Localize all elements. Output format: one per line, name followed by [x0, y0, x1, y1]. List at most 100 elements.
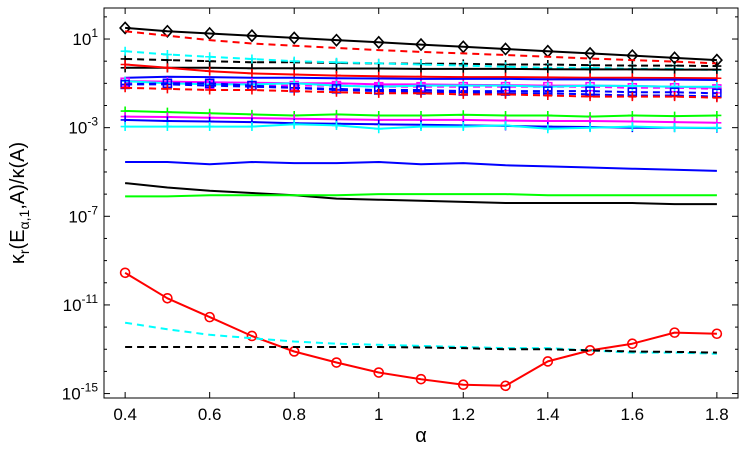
data-point	[542, 356, 554, 367]
data-point	[585, 73, 595, 83]
data-point	[670, 73, 680, 83]
data-point	[331, 357, 342, 368]
y-axis-label: κr(Eα,1,A)/κ(A)	[7, 142, 32, 264]
data-point	[245, 29, 259, 43]
data-point	[585, 92, 595, 102]
data-point	[162, 63, 172, 73]
data-point	[627, 92, 637, 102]
data-point	[205, 52, 215, 62]
data-point	[416, 122, 426, 132]
data-point	[247, 122, 257, 132]
data-point	[458, 64, 468, 74]
series-6	[120, 60, 722, 83]
data-point	[205, 66, 215, 76]
y-tick-label: 10-3	[68, 115, 98, 138]
series-line	[125, 193, 717, 198]
data-point	[331, 120, 341, 130]
data-point	[415, 373, 427, 385]
data-point	[205, 122, 215, 132]
series-line	[125, 161, 717, 172]
x-axis-label: α	[415, 425, 427, 447]
data-point	[457, 379, 469, 391]
data-point	[416, 88, 426, 98]
series-7	[125, 75, 717, 81]
data-point	[119, 267, 131, 279]
data-point	[543, 124, 553, 134]
data-point	[670, 123, 680, 133]
data-point	[161, 24, 174, 38]
data-point	[627, 64, 637, 74]
data-point	[120, 60, 130, 70]
data-point	[162, 292, 173, 304]
data-point	[669, 327, 680, 338]
y-label-kappa: κ	[7, 253, 29, 264]
data-point	[203, 26, 216, 41]
data-point	[373, 367, 385, 378]
data-point	[289, 119, 299, 129]
data-point	[670, 82, 680, 92]
data-point	[499, 42, 512, 56]
data-point	[458, 72, 468, 82]
series-layer	[119, 21, 723, 392]
series-line	[125, 82, 717, 95]
x-tick-label: 0.8	[282, 405, 306, 424]
series-20	[125, 193, 717, 198]
data-point	[712, 123, 722, 133]
data-point	[331, 87, 341, 97]
data-point	[543, 64, 553, 74]
y-tick-label: 10-15	[62, 381, 99, 404]
series-line	[125, 75, 717, 81]
data-point	[120, 83, 130, 93]
x-tick-label: 1.6	[621, 405, 645, 424]
data-point	[374, 88, 384, 98]
data-point	[627, 81, 637, 91]
data-point	[457, 40, 470, 54]
data-point	[372, 35, 385, 50]
x-tick-label: 1	[374, 405, 383, 424]
series-2	[124, 30, 717, 65]
series-13	[120, 83, 722, 103]
x-tick-label: 1.4	[536, 405, 560, 424]
series-line	[125, 86, 717, 99]
data-point	[501, 89, 511, 99]
data-point	[330, 33, 343, 47]
data-point	[246, 330, 258, 342]
y-tick-label: 101	[72, 26, 98, 49]
data-point	[711, 328, 723, 340]
data-point	[501, 81, 511, 91]
data-point	[120, 122, 130, 132]
y-tick-label: 10-11	[63, 292, 99, 315]
data-point	[414, 37, 428, 52]
data-point	[247, 85, 257, 95]
series-17	[120, 119, 722, 134]
x-tick-label: 1.8	[705, 405, 729, 424]
y-label-open: (E	[7, 229, 29, 249]
data-point	[583, 46, 597, 61]
data-point	[585, 64, 595, 74]
data-point	[712, 93, 722, 103]
series-18	[125, 161, 717, 172]
data-point	[585, 81, 595, 91]
data-point	[162, 122, 172, 132]
data-point	[670, 92, 680, 102]
series-line	[124, 271, 717, 387]
y-label-rest: ,A)/κ(A)	[7, 142, 29, 210]
x-tick-label: 0.6	[198, 405, 222, 424]
data-point	[204, 311, 215, 323]
data-point	[543, 91, 553, 101]
series-line	[125, 58, 717, 68]
x-tick-label: 1.2	[451, 405, 475, 424]
series-line	[125, 83, 717, 98]
y-tick-label: 10-7	[68, 203, 98, 226]
data-point	[247, 68, 257, 78]
y-label-sub-alpha: α,1	[16, 209, 32, 229]
series-21	[119, 267, 723, 392]
data-point	[458, 122, 468, 132]
data-point	[501, 120, 511, 130]
data-point	[416, 64, 426, 74]
data-point	[627, 338, 638, 350]
x-tick-label: 0.4	[113, 405, 137, 424]
axis-ticks: 0.4 0.6 0.8 1 1.2 1.4 1.6 1.8 101 10-3 10-7 10-11 10…	[62, 8, 738, 424]
